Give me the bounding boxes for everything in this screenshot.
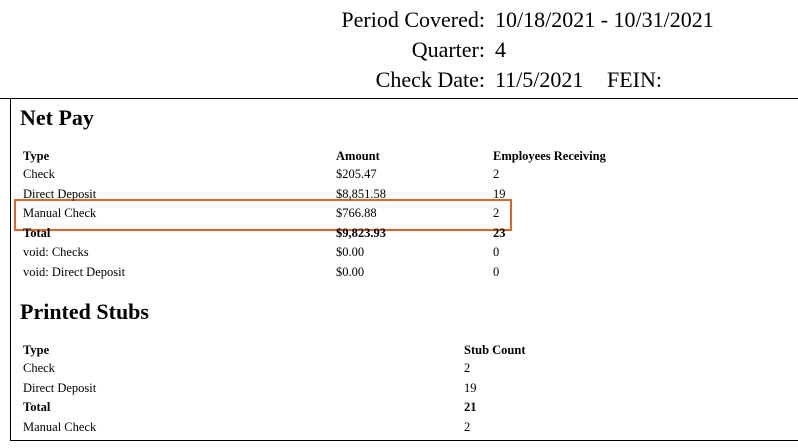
table-cell: $205.47 bbox=[336, 167, 377, 181]
column-header: Type bbox=[23, 149, 50, 163]
check-date-value: 11/5/2021 bbox=[495, 67, 584, 92]
period-label: Period Covered: bbox=[341, 7, 485, 32]
table-cell: void: Direct Deposit bbox=[23, 264, 126, 279]
table-cell: $8,851.58 bbox=[336, 186, 386, 201]
quarter-label: Quarter: bbox=[411, 37, 485, 62]
column-header: Type bbox=[23, 343, 50, 357]
table-cell: 2 bbox=[493, 206, 500, 220]
period-value: 10/18/2021 - 10/31/2021 bbox=[495, 7, 714, 32]
table-cell: $0.00 bbox=[336, 264, 365, 279]
table-cell: $766.88 bbox=[336, 206, 377, 220]
table-cell: $0.00 bbox=[336, 245, 365, 259]
table-cell: 21 bbox=[464, 400, 477, 414]
table-cell: Manual Check bbox=[23, 206, 97, 220]
highlight-box bbox=[14, 199, 512, 231]
bottom-rule bbox=[10, 440, 798, 441]
table-cell: 2 bbox=[493, 167, 500, 181]
table-cell: Check bbox=[23, 167, 55, 181]
column-header: Amount bbox=[336, 149, 380, 163]
column-header: Stub Count bbox=[464, 343, 526, 357]
table-cell: Manual Check bbox=[23, 419, 97, 434]
table-cell: 23 bbox=[493, 225, 506, 240]
table-cell: 2 bbox=[464, 419, 471, 434]
table-cell: 19 bbox=[493, 186, 506, 201]
table-cell: $9,823.93 bbox=[336, 225, 386, 240]
left-border bbox=[10, 98, 11, 440]
table-cell: Total bbox=[23, 225, 51, 240]
table-cell: Check bbox=[23, 361, 55, 375]
table-cell: Direct Deposit bbox=[23, 380, 97, 395]
column-header: Employees Receiving bbox=[493, 149, 606, 163]
section-title: Printed Stubs bbox=[20, 299, 149, 324]
table-cell: 0 bbox=[493, 264, 500, 279]
table-cell: void: Checks bbox=[23, 245, 89, 259]
table-cell: Total bbox=[23, 400, 51, 414]
check-date-label: Check Date: bbox=[375, 67, 485, 92]
quarter-value: 4 bbox=[495, 37, 506, 62]
fein-label: FEIN: bbox=[607, 67, 662, 92]
table-cell: 2 bbox=[464, 361, 471, 375]
section-title: Net Pay bbox=[20, 105, 94, 130]
table-cell: 0 bbox=[493, 245, 500, 259]
table-cell: 19 bbox=[464, 380, 477, 395]
table-cell: Direct Deposit bbox=[23, 186, 97, 201]
rule bbox=[0, 98, 798, 99]
